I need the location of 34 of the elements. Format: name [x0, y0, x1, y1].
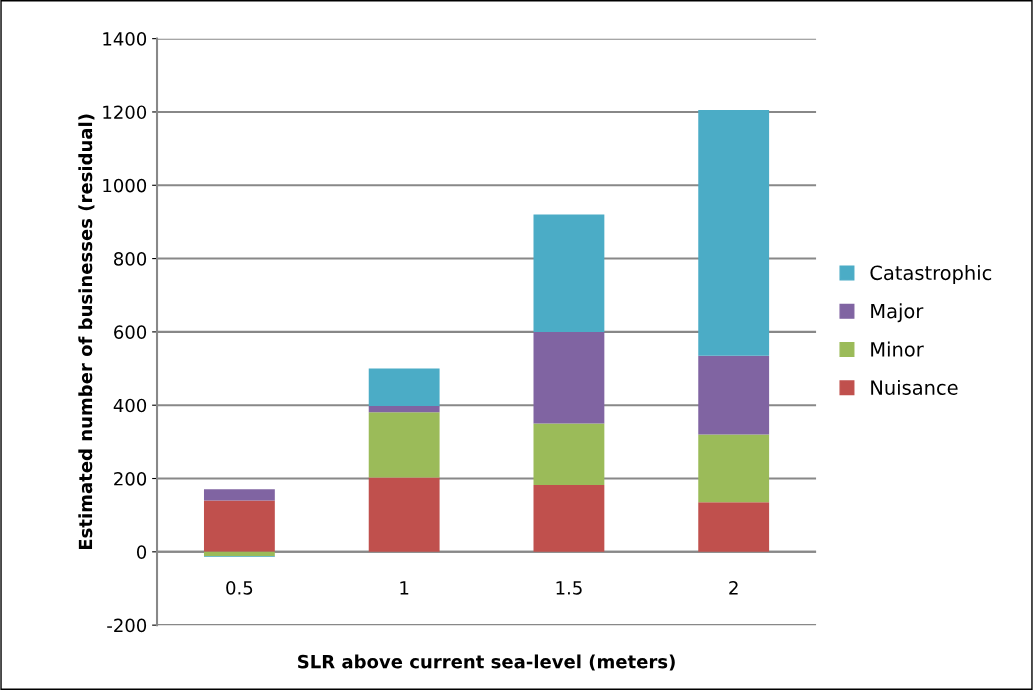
- legend-label: Catastrophic: [870, 265, 992, 284]
- bar: [698, 355, 770, 435]
- x-axis-title: SLR above current sea-level (meters): [298, 654, 675, 671]
- y-tick-label: 1200: [103, 105, 147, 120]
- bar: [368, 477, 440, 552]
- y-tick-label: -200: [107, 618, 147, 633]
- y-tick-label: 1000: [103, 178, 147, 193]
- y-tick-label: 0: [137, 545, 147, 559]
- bar: [533, 214, 605, 332]
- y-tick-label: 800: [114, 252, 147, 266]
- y-tick-label: 600: [114, 325, 147, 340]
- x-tick-label: 1.5: [556, 581, 582, 595]
- bar: [203, 489, 275, 501]
- bar: [533, 485, 605, 552]
- y-tick-label: 1400: [103, 32, 147, 46]
- bar: [698, 110, 770, 356]
- legend-label: Major: [871, 303, 924, 323]
- y-axis-title: Estimated number of businesses (residual): [78, 114, 95, 550]
- y-tick-label: 200: [114, 471, 147, 486]
- bar: [368, 412, 440, 478]
- legend-label: Nuisance: [871, 379, 958, 395]
- y-tick-label: 400: [113, 398, 147, 413]
- bar: [368, 405, 440, 413]
- bar: [203, 500, 275, 552]
- x-tick-label: 0.5: [226, 581, 253, 595]
- bar: [698, 502, 770, 552]
- legend-label: Minor: [871, 341, 924, 357]
- bar: [533, 331, 605, 424]
- x-tick-label: 1: [400, 581, 409, 595]
- bar: [368, 368, 440, 406]
- bar: [533, 423, 605, 486]
- bar: [203, 551, 275, 557]
- bar: [698, 434, 770, 503]
- x-tick-label: 2: [729, 581, 738, 595]
